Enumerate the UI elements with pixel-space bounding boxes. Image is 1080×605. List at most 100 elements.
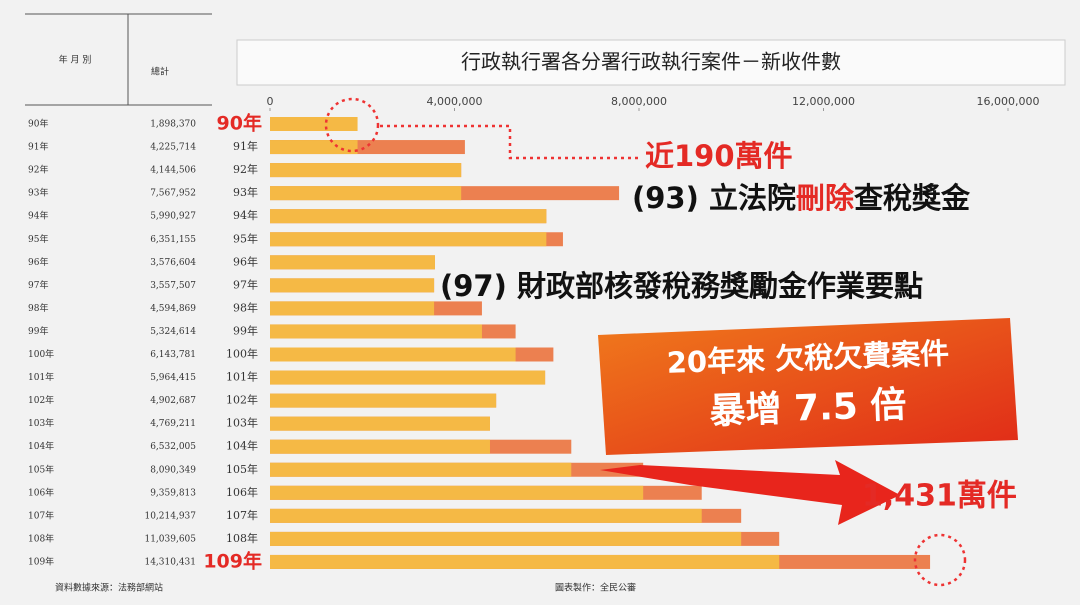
table-year: 97年 bbox=[28, 279, 48, 291]
table-value: 4,902,687 bbox=[150, 396, 196, 406]
bar-previous bbox=[270, 324, 482, 339]
x-tick-label: 12,000,000 bbox=[792, 95, 855, 108]
bar-previous bbox=[270, 209, 547, 224]
bar-label: 105年 bbox=[226, 462, 258, 476]
table-value: 11,039,605 bbox=[144, 534, 196, 544]
x-tick-label: 0 bbox=[267, 95, 274, 108]
bar-label: 92年 bbox=[233, 162, 258, 176]
bar-previous bbox=[270, 370, 546, 385]
highlight-circle bbox=[913, 533, 967, 587]
table-header: 年 月 別 bbox=[59, 54, 92, 66]
table-value: 4,769,211 bbox=[150, 419, 196, 429]
annotation: (93) 立法院 bbox=[632, 181, 796, 215]
bar-previous bbox=[270, 301, 435, 316]
table-year: 102年 bbox=[28, 394, 54, 406]
bar-label: 104年 bbox=[226, 439, 258, 453]
bar-label: 103年 bbox=[226, 416, 258, 430]
table-year: 107年 bbox=[28, 509, 54, 521]
table-year: 96年 bbox=[28, 256, 48, 268]
chart-title: 行政執行署各分署行政執行案件－新收件數 bbox=[461, 50, 841, 74]
table-year: 92年 bbox=[28, 164, 48, 176]
annotation: 近190萬件 bbox=[645, 139, 793, 173]
table-value: 3,557,507 bbox=[150, 281, 196, 291]
annotation: 1,431萬件 bbox=[862, 479, 1017, 514]
table-value: 6,532,005 bbox=[150, 442, 196, 452]
bar-label: 107年 bbox=[226, 508, 258, 522]
bar-previous bbox=[270, 278, 435, 293]
table-value: 4,594,869 bbox=[150, 304, 196, 314]
annotation: 查稅獎金 bbox=[854, 181, 971, 215]
table-value: 8,090,349 bbox=[150, 465, 196, 475]
bar-previous bbox=[270, 462, 572, 477]
arrow bbox=[600, 460, 900, 525]
x-tick-label: 8,000,000 bbox=[611, 95, 667, 108]
bar-previous bbox=[270, 393, 497, 408]
table-value: 4,225,714 bbox=[150, 143, 196, 153]
bar-label: 101年 bbox=[226, 370, 258, 384]
footer: 圖表製作：全民公審 bbox=[555, 582, 636, 594]
table-year: 91年 bbox=[28, 141, 48, 153]
bar-label: 99年 bbox=[233, 323, 258, 337]
table-year: 105年 bbox=[28, 463, 54, 475]
highlight-label: 109年 bbox=[203, 549, 262, 572]
table-year: 94年 bbox=[28, 210, 48, 222]
bar-label: 94年 bbox=[233, 208, 258, 222]
table-header: 總計 bbox=[151, 66, 169, 78]
annotation: 刪除 bbox=[796, 181, 855, 215]
bar-label: 91年 bbox=[233, 139, 258, 153]
table-year: 98年 bbox=[28, 302, 48, 314]
annotation: (97) 財政部核發稅務獎勵金作業要點 bbox=[440, 269, 923, 303]
annotation: (93) 立法院刪除查稅獎金 bbox=[632, 181, 971, 215]
table-value: 10,214,937 bbox=[144, 511, 196, 521]
bar-label: 106年 bbox=[226, 485, 258, 499]
highlight-label: 90年 bbox=[217, 112, 262, 135]
bar-previous bbox=[270, 232, 547, 247]
table-value: 1,898,370 bbox=[150, 120, 196, 130]
bar-previous bbox=[270, 140, 358, 155]
table-value: 6,143,781 bbox=[150, 350, 196, 360]
bar-previous bbox=[270, 485, 644, 500]
bar-previous bbox=[270, 508, 702, 523]
table-value: 5,964,415 bbox=[150, 373, 196, 383]
bar-previous bbox=[270, 554, 780, 569]
table-year: 106年 bbox=[28, 486, 54, 498]
table-value: 4,144,506 bbox=[150, 166, 196, 176]
bar-previous bbox=[270, 163, 462, 178]
table-year: 103年 bbox=[28, 417, 54, 429]
bar-previous bbox=[270, 531, 742, 546]
bar-label: 93年 bbox=[233, 185, 258, 199]
bar bbox=[270, 117, 358, 131]
table-value: 6,351,155 bbox=[150, 235, 196, 245]
bar-previous bbox=[270, 255, 435, 270]
bar-label: 98年 bbox=[233, 300, 258, 314]
table-year: 109年 bbox=[28, 555, 54, 567]
bar-previous bbox=[270, 347, 516, 362]
table-year: 104年 bbox=[28, 440, 54, 452]
table-year: 100年 bbox=[28, 348, 54, 360]
table-year: 95年 bbox=[28, 233, 48, 245]
table-year: 108年 bbox=[28, 532, 54, 544]
banner-text: 暴增 7.5 倍 bbox=[709, 385, 907, 433]
bar-label: 96年 bbox=[233, 254, 258, 268]
table-year: 101年 bbox=[28, 371, 54, 383]
highlight-circle bbox=[324, 97, 380, 153]
connector bbox=[380, 124, 640, 160]
table-value: 3,576,604 bbox=[150, 258, 196, 268]
table-lines bbox=[25, 13, 212, 106]
x-tick-label: 16,000,000 bbox=[977, 95, 1040, 108]
table-year: 93年 bbox=[28, 187, 48, 199]
footer: 資料數據來源：法務部網站 bbox=[55, 582, 163, 594]
bar-previous bbox=[270, 416, 490, 431]
table-value: 7,567,952 bbox=[150, 189, 196, 199]
bar-label: 102年 bbox=[226, 393, 258, 407]
table-year: 90年 bbox=[28, 118, 48, 130]
bar-previous bbox=[270, 186, 462, 201]
bar-label: 108年 bbox=[226, 531, 258, 545]
table-year: 99年 bbox=[28, 325, 48, 337]
bar-label: 100年 bbox=[226, 347, 258, 361]
bar-previous bbox=[270, 439, 490, 454]
table-value: 14,310,431 bbox=[144, 557, 196, 567]
table-value: 9,359,813 bbox=[150, 488, 196, 498]
